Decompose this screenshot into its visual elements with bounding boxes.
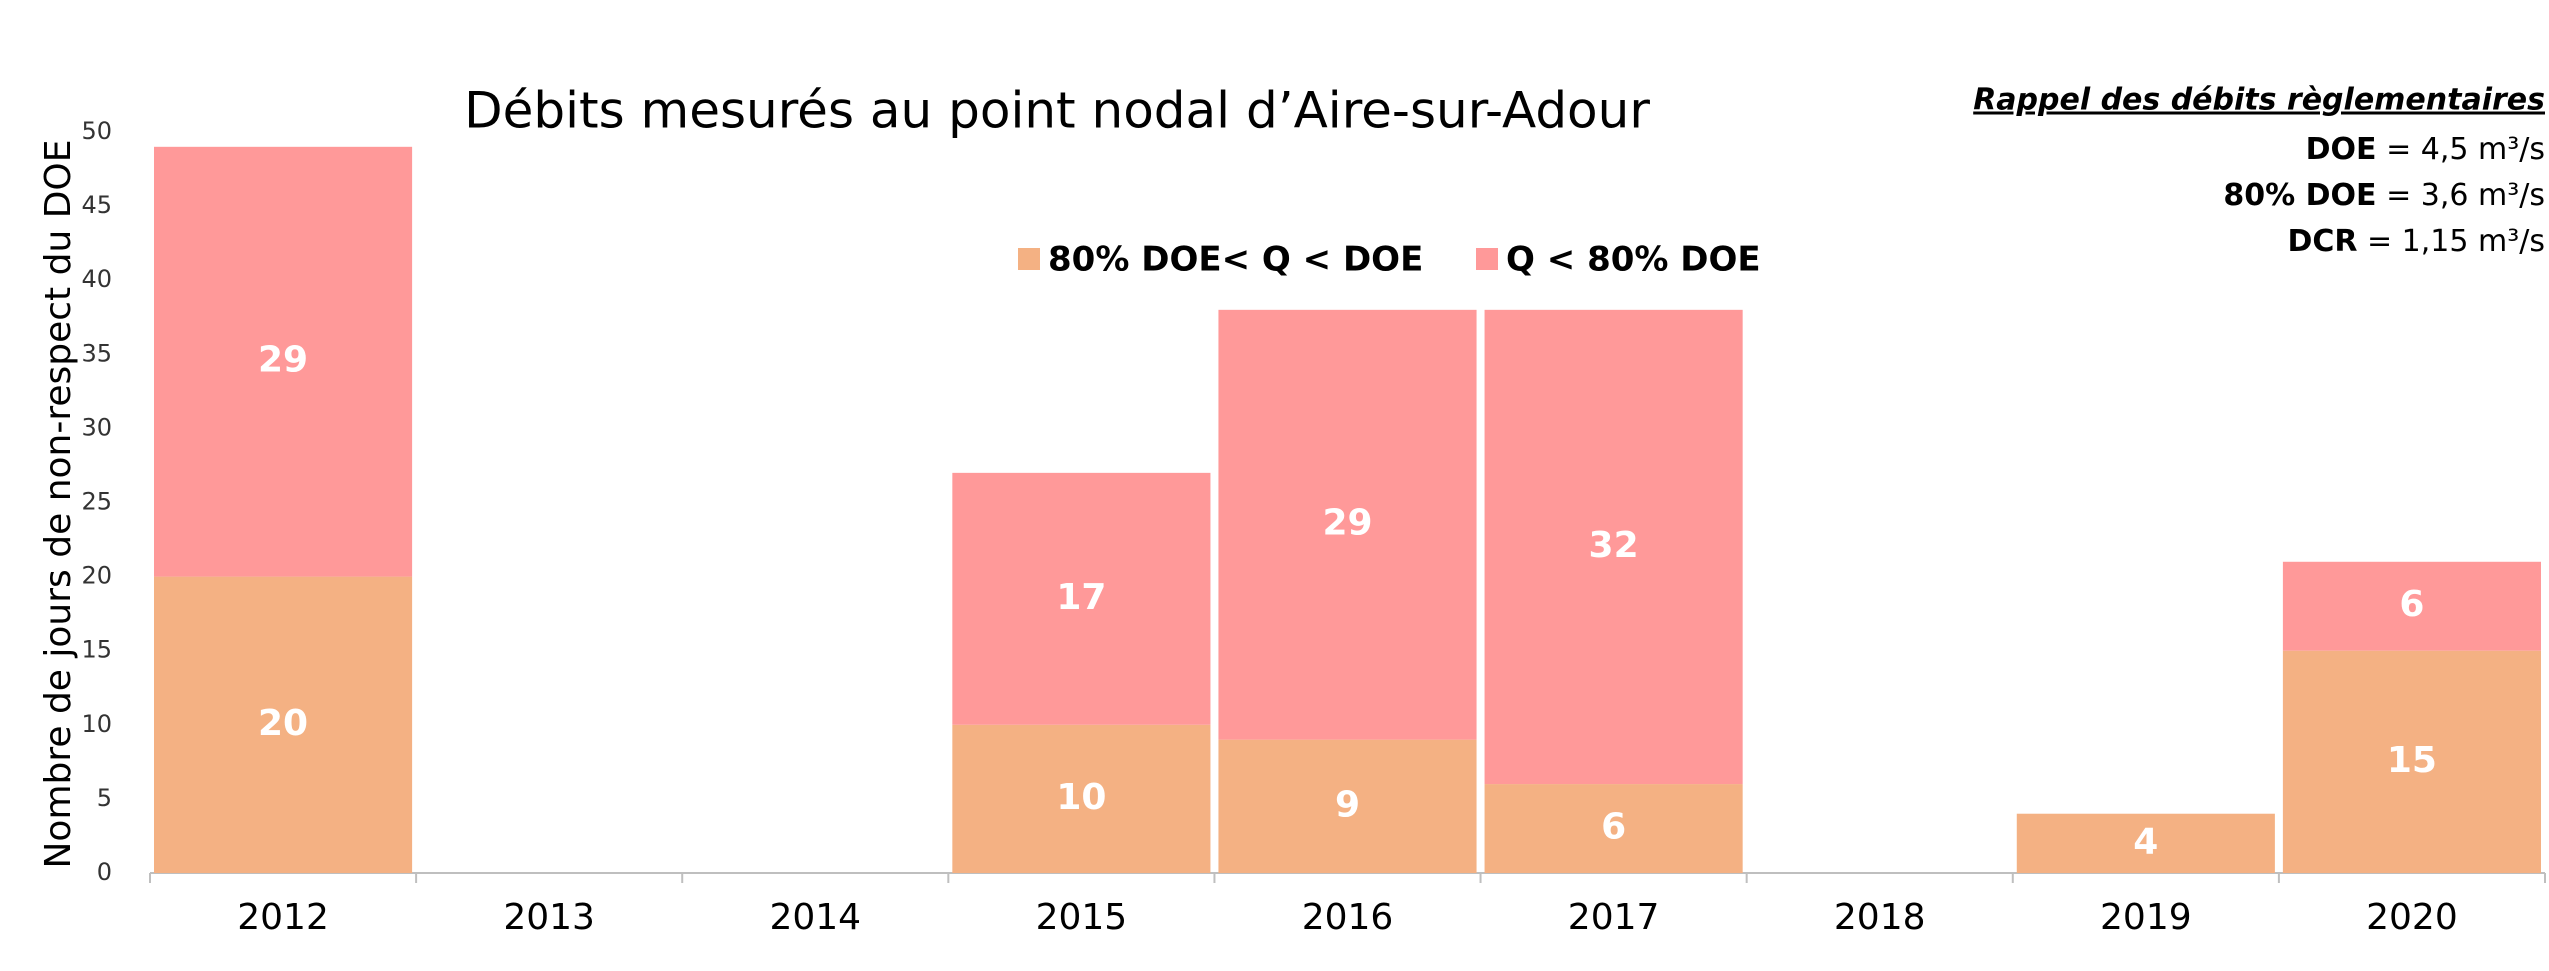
bar-segment — [154, 576, 413, 873]
data-label: 10 — [1056, 777, 1106, 818]
data-label: 6 — [2399, 584, 2424, 625]
bar-segment — [952, 724, 1211, 873]
x-tick-label: 2015 — [1036, 897, 1128, 938]
y-tick-label: 45 — [81, 191, 112, 219]
legend-swatch — [1476, 248, 1498, 270]
bar-segment — [1484, 784, 1743, 873]
x-tick-label: 2018 — [1834, 897, 1926, 938]
y-tick-label: 30 — [81, 413, 112, 441]
x-tick-label: 2020 — [2366, 897, 2458, 938]
bar-segment — [952, 472, 1211, 725]
x-tick-label: 2016 — [1302, 897, 1394, 938]
y-tick-label: 35 — [81, 339, 112, 367]
y-axis-label: Nombre de jours de non-respect du DOE — [38, 139, 79, 868]
y-tick-label: 0 — [97, 858, 112, 886]
note-line: DCR = 1,15 m³/s — [2287, 224, 2545, 259]
note-term: 80% DOE — [2223, 178, 2376, 213]
data-label: 17 — [1056, 577, 1106, 618]
y-tick-label: 5 — [97, 784, 112, 812]
data-label: 20 — [258, 703, 308, 744]
legend-label: 80% DOE< Q < DOE — [1048, 240, 1423, 280]
note-line: 80% DOE = 3,6 m³/s — [2223, 178, 2545, 213]
legend-label: Q < 80% DOE — [1506, 240, 1761, 280]
chart-title: Débits mesurés au point nodal d’Aire-sur… — [464, 82, 1650, 140]
bar-segment — [2282, 650, 2541, 873]
x-tick-label: 2014 — [769, 897, 861, 938]
data-label: 29 — [1322, 503, 1372, 544]
data-label: 32 — [1589, 525, 1639, 566]
note-line: DOE = 4,5 m³/s — [2306, 132, 2545, 167]
legend-swatch — [1018, 248, 1040, 270]
y-tick-label: 40 — [81, 265, 112, 293]
y-tick-label: 25 — [81, 488, 112, 516]
bar-segment — [1218, 309, 1477, 740]
bar-segment — [1484, 309, 1743, 785]
y-tick-label: 50 — [81, 117, 112, 145]
data-label: 29 — [258, 340, 308, 381]
data-label: 9 — [1335, 784, 1360, 825]
bar-segment — [154, 146, 413, 577]
bar-segment — [1218, 739, 1477, 873]
x-tick-label: 2013 — [503, 897, 595, 938]
data-label: 15 — [2387, 740, 2437, 781]
note-term: DOE — [2306, 132, 2377, 167]
note-title: Rappel des débits règlementaires — [1973, 83, 2545, 118]
note-text: = 3,6 m³/s — [2377, 178, 2545, 213]
y-tick-label: 15 — [81, 636, 112, 664]
note-text: = 4,5 m³/s — [2377, 132, 2545, 167]
bar-segment — [2282, 561, 2541, 651]
data-label: 6 — [1601, 807, 1626, 848]
y-tick-label: 10 — [81, 710, 112, 738]
note-text: = 1,15 m³/s — [2357, 224, 2545, 259]
x-tick-label: 2019 — [2100, 897, 2192, 938]
y-tick-label: 20 — [81, 562, 112, 590]
x-tick-label: 2012 — [237, 897, 329, 938]
note-term: DCR — [2287, 224, 2357, 259]
x-tick-label: 2017 — [1568, 897, 1660, 938]
data-label: 4 — [2133, 821, 2158, 862]
bar-segment — [2016, 813, 2275, 873]
